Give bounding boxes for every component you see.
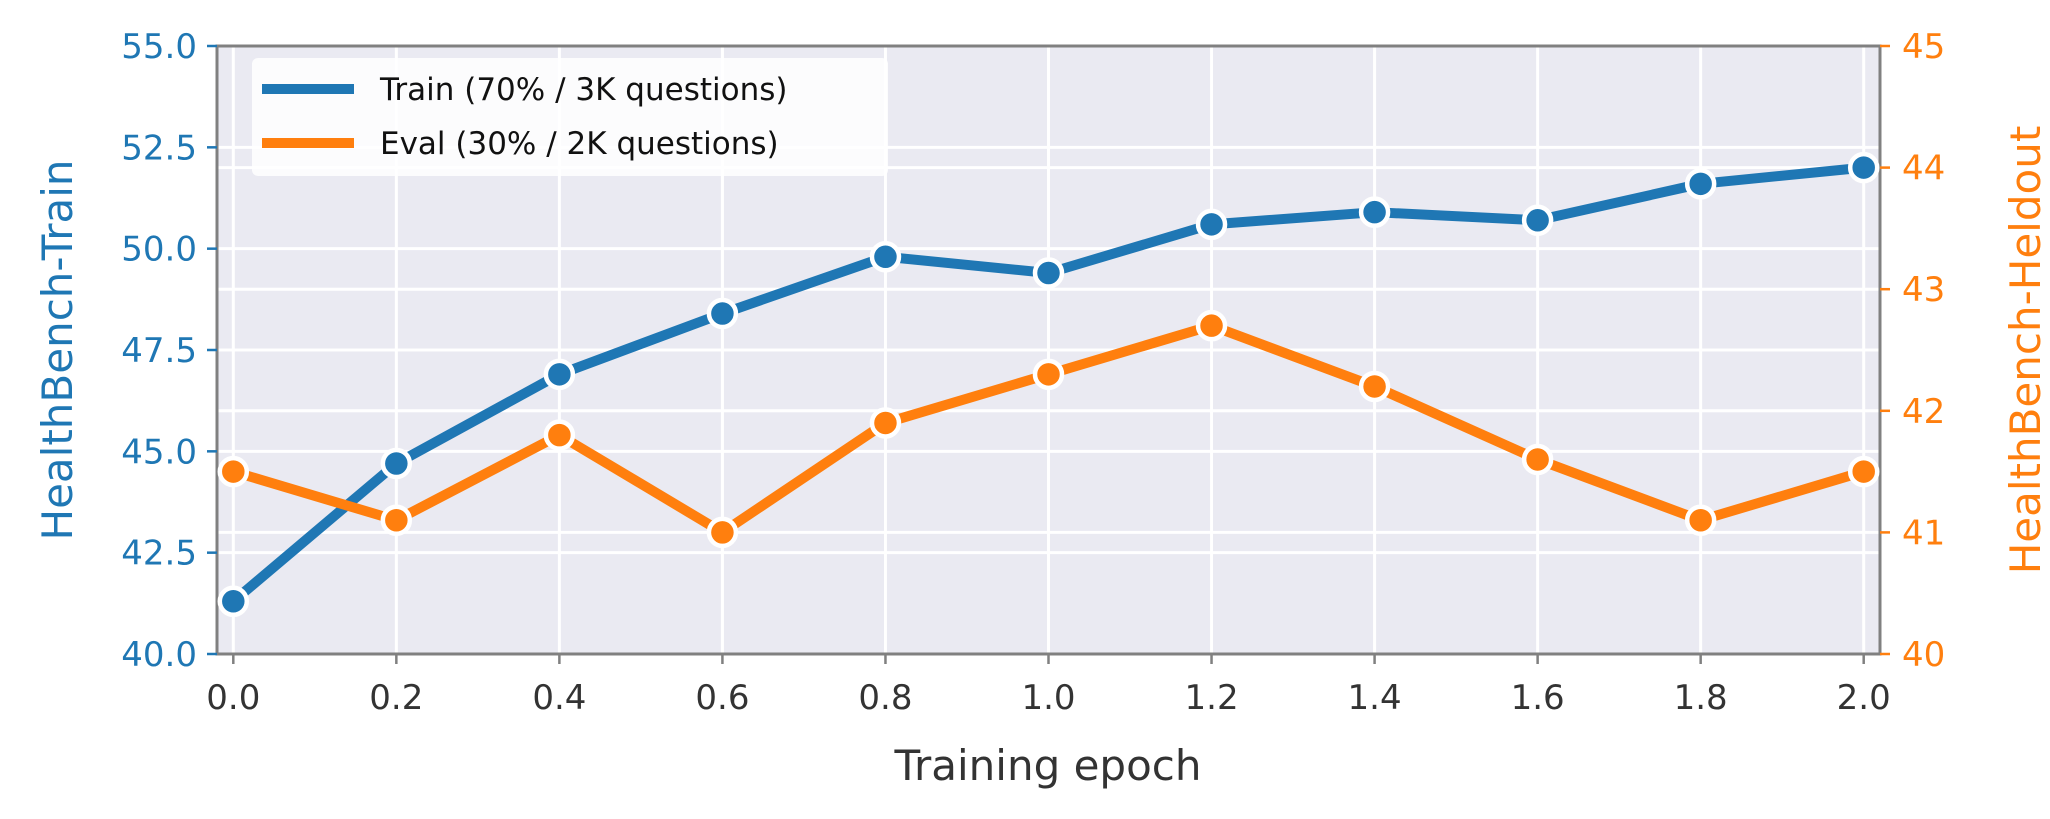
series-lines	[217, 151, 1880, 618]
right-y-tick-label: 43	[1902, 270, 1945, 310]
x-tick-label: 1.8	[1674, 678, 1728, 718]
right-y-tick-label: 42	[1902, 392, 1945, 432]
data-point-eval	[706, 516, 739, 549]
x-tick-label: 0.6	[695, 678, 749, 718]
data-point-train	[1847, 151, 1880, 184]
data-point-eval	[217, 455, 250, 488]
data-point-train	[1358, 196, 1391, 228]
data-point-train	[1684, 168, 1717, 200]
data-point-train	[706, 297, 739, 330]
data-point-train	[1521, 204, 1554, 237]
data-point-eval	[1032, 358, 1065, 391]
right-y-tick-label: 44	[1902, 149, 1945, 189]
data-point-train	[1195, 208, 1228, 241]
data-point-eval	[1195, 309, 1228, 342]
x-tick-label: 0.2	[369, 678, 423, 718]
data-point-eval	[869, 407, 902, 439]
data-point-eval	[1847, 455, 1880, 488]
right-y-axis-title: HealthBench-Heldout	[2001, 126, 2050, 575]
left-y-tick-label: 55.0	[121, 27, 197, 67]
data-point-eval	[1521, 443, 1554, 476]
x-axis-title: Training epoch	[894, 741, 1202, 790]
left-y-tick-label: 52.5	[121, 128, 197, 168]
x-tick-label: 1.6	[1511, 678, 1565, 718]
left-y-tick-label: 50.0	[121, 230, 197, 270]
data-point-eval	[1358, 370, 1391, 403]
x-tick-label: 0.0	[206, 678, 260, 718]
x-tick-label: 2.0	[1837, 678, 1891, 718]
right-y-tick-label: 41	[1902, 513, 1945, 553]
data-point-eval	[380, 504, 413, 536]
x-tick-label: 1.2	[1185, 678, 1239, 718]
x-tick-label: 1.0	[1021, 678, 1075, 718]
x-tick-label: 0.4	[532, 678, 586, 718]
left-y-tick-label: 40.0	[121, 635, 197, 675]
right-y-tick-label: 45	[1902, 27, 1945, 67]
right-y-tick-label: 40	[1902, 635, 1945, 675]
legend-label-eval: Eval (30% / 2K questions)	[380, 126, 779, 162]
legend-label-train: Train (70% / 3K questions)	[379, 72, 787, 108]
left-y-tick-label: 47.5	[121, 331, 197, 371]
left-y-axis-title: HealthBench-Train	[33, 160, 82, 541]
data-point-train	[217, 585, 250, 618]
left-y-tick-label: 42.5	[121, 534, 197, 574]
left-y-tick-label: 45.0	[121, 432, 197, 472]
data-point-train	[1032, 257, 1065, 289]
axes: 0.0 0.2 0.4 0.6 0.8 1.0 1.2 1.4 1.6 1.8 2.0 40.0 42.…	[121, 27, 1945, 718]
legend: Train (70% / 3K questions) Eval (30% / 2…	[252, 58, 888, 176]
legend-box	[252, 58, 888, 176]
data-point-train	[380, 447, 413, 480]
x-tick-label: 1.4	[1348, 678, 1402, 718]
data-point-eval	[1684, 504, 1717, 536]
x-tick-label: 0.8	[858, 678, 912, 718]
data-point-train	[869, 241, 902, 273]
data-point-train	[543, 358, 576, 391]
data-point-eval	[543, 419, 576, 451]
